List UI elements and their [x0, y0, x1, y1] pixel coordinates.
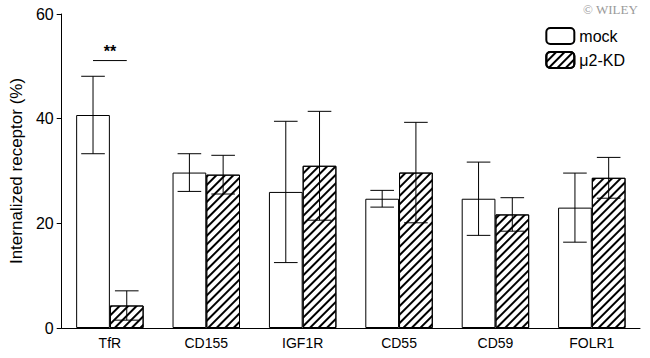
svg-text:μ2-KD: μ2-KD — [579, 52, 625, 69]
svg-text:FOLR1: FOLR1 — [569, 335, 614, 351]
svg-text:mock: mock — [579, 28, 618, 45]
svg-text:0: 0 — [45, 320, 54, 337]
svg-text:CD59: CD59 — [478, 335, 514, 351]
svg-text:CD55: CD55 — [381, 335, 417, 351]
svg-text:Internalized receptor (%): Internalized receptor (%) — [7, 78, 26, 264]
svg-text:**: ** — [104, 43, 117, 60]
svg-text:40: 40 — [36, 110, 54, 127]
svg-text:20: 20 — [36, 215, 54, 232]
svg-text:© WILEY: © WILEY — [583, 2, 638, 17]
svg-text:CD155: CD155 — [184, 335, 228, 351]
svg-text:60: 60 — [36, 6, 54, 23]
svg-text:TfR: TfR — [99, 335, 122, 351]
svg-text:IGF1R: IGF1R — [282, 335, 323, 351]
